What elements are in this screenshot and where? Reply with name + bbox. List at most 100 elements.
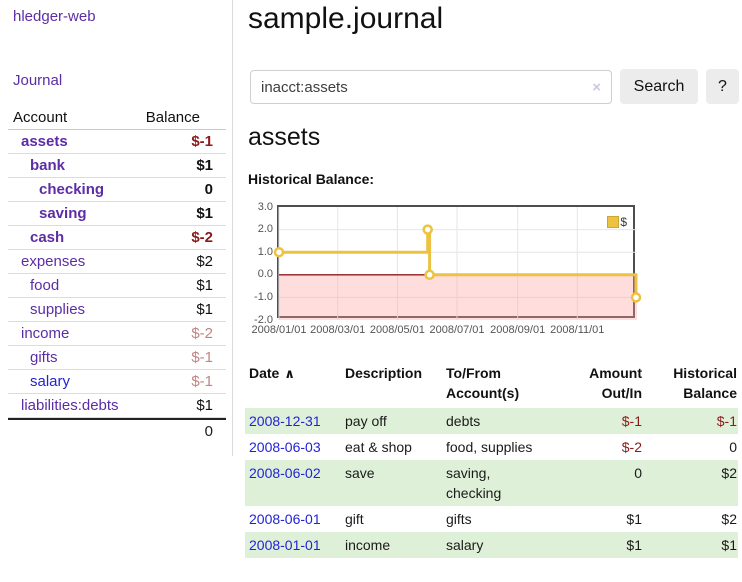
main-content: sample.journal × Search ? assets Histori… bbox=[245, 0, 742, 582]
account-heading: assets bbox=[248, 123, 321, 151]
account-row: expenses $2 bbox=[8, 250, 226, 274]
y-axis-label: -2.0 bbox=[254, 313, 273, 326]
account-balance: $1 bbox=[196, 205, 213, 222]
column-header-accounts: To/From Account(s) bbox=[446, 365, 520, 401]
column-header-amount: Amount Out/In bbox=[589, 365, 642, 401]
account-balance: $-2 bbox=[191, 229, 213, 246]
account-link-supplies[interactable]: supplies bbox=[30, 301, 86, 318]
account-balance: $1 bbox=[196, 157, 213, 174]
account-link-income[interactable]: income bbox=[21, 325, 70, 342]
x-axis-label: 2008/11/01 bbox=[550, 324, 605, 336]
chart-plot-area: $ bbox=[273, 205, 642, 320]
y-axis-label: -1.0 bbox=[254, 290, 273, 303]
account-link-food[interactable]: food bbox=[30, 277, 60, 294]
search-input[interactable] bbox=[251, 71, 611, 103]
legend-swatch-icon bbox=[607, 216, 620, 228]
sort-ascending-icon: ∧ bbox=[284, 366, 295, 381]
sidebar-item-journal[interactable]: Journal bbox=[13, 72, 63, 89]
transaction-date-link[interactable]: 2008-12-31 bbox=[249, 413, 321, 429]
register-cell-balance: $2 bbox=[721, 465, 737, 481]
x-axis-label: 2008/05/01 bbox=[369, 324, 425, 336]
x-axis-label: 2008/01/01 bbox=[251, 324, 307, 336]
account-row: gifts $-1 bbox=[8, 346, 226, 370]
chart-legend: $ bbox=[607, 215, 627, 229]
account-link-expenses[interactable]: expenses bbox=[21, 253, 86, 270]
register-cell-amount: $1 bbox=[626, 511, 642, 527]
account-link-salary[interactable]: salary bbox=[30, 373, 71, 390]
register-row: 2008-06-02 save saving, checking 0 $2 bbox=[245, 460, 738, 506]
account-link-liabilities-debts[interactable]: liabilities:debts bbox=[21, 397, 119, 414]
account-row: saving $1 bbox=[8, 202, 226, 226]
sidebar: hledger-web Journal Account Balance asse… bbox=[0, 0, 232, 582]
accounts-total-value: 0 bbox=[204, 423, 213, 440]
register-cell-balance: $-1 bbox=[716, 413, 737, 429]
chart-canvas bbox=[273, 207, 642, 320]
x-axis-label: 2008/07/01 bbox=[429, 324, 485, 336]
page-title: sample.journal bbox=[248, 2, 444, 35]
register-cell-amount: $-2 bbox=[621, 439, 642, 455]
register-cell-date: 2008-01-01 bbox=[245, 532, 345, 558]
column-header-description: Description bbox=[345, 365, 423, 381]
account-balance: $-2 bbox=[191, 325, 213, 342]
account-row: salary $-1 bbox=[8, 370, 226, 394]
account-column-header: Account bbox=[13, 109, 68, 126]
register-header-row: Date ∧ Description To/From Account(s) Amo… bbox=[245, 362, 738, 408]
x-axis-label: 2008/09/01 bbox=[490, 324, 546, 336]
account-balance: $-1 bbox=[191, 133, 213, 150]
register-cell-description: save bbox=[345, 465, 375, 481]
account-link-cash[interactable]: cash bbox=[30, 229, 65, 246]
help-button[interactable]: ? bbox=[706, 69, 739, 104]
register-cell-description: gift bbox=[345, 511, 364, 527]
account-link-gifts[interactable]: gifts bbox=[30, 349, 58, 366]
clear-search-icon[interactable]: × bbox=[592, 79, 601, 96]
account-balance: $1 bbox=[196, 301, 213, 318]
y-axis-label: 0.0 bbox=[257, 268, 273, 281]
account-row: assets $-1 bbox=[8, 130, 226, 154]
search-form: × Search ? bbox=[248, 69, 742, 104]
y-axis-label: 2.0 bbox=[257, 223, 273, 236]
search-box: × bbox=[250, 70, 612, 104]
register-cell-description: pay off bbox=[345, 413, 387, 429]
search-button[interactable]: Search bbox=[620, 69, 698, 104]
account-link-assets[interactable]: assets bbox=[21, 133, 68, 150]
y-axis-label: 1.0 bbox=[257, 245, 273, 258]
transaction-date-link[interactable]: 2008-06-01 bbox=[249, 511, 321, 527]
account-link-checking[interactable]: checking bbox=[39, 181, 105, 198]
register-row: 2008-06-01 gift gifts $1 $2 bbox=[245, 506, 738, 532]
register-cell-date: 2008-06-03 bbox=[245, 434, 345, 460]
legend-label: $ bbox=[620, 215, 627, 229]
x-axis-label: 2008/03/01 bbox=[310, 324, 366, 336]
column-header-date[interactable]: Date ∧ bbox=[249, 365, 295, 381]
account-row: checking 0 bbox=[8, 178, 226, 202]
register-row: 2008-12-31 pay off debts $-1 $-1 bbox=[245, 408, 738, 434]
transaction-date-link[interactable]: 2008-06-02 bbox=[249, 465, 321, 481]
transaction-date-link[interactable]: 2008-06-03 bbox=[249, 439, 321, 455]
accounts-total-row: 0 bbox=[8, 418, 226, 444]
y-axis-label: 3.0 bbox=[257, 200, 273, 213]
register-row: 2008-06-03 eat & shop food, supplies $-2 0 bbox=[245, 434, 738, 460]
register-row: 2008-01-01 income salary $1 $1 bbox=[245, 532, 738, 558]
account-row: bank $1 bbox=[8, 154, 226, 178]
historical-balance-chart: $ 3.0 2.0 1.0 0.0 -1.0 -2.0 2008/01/01 2008/03/… bbox=[248, 197, 668, 345]
account-link-saving[interactable]: saving bbox=[39, 205, 87, 222]
register-cell-balance: $1 bbox=[721, 537, 737, 553]
register-cell-date: 2008-06-02 bbox=[245, 460, 345, 506]
column-header-balance: Historical Balance bbox=[673, 365, 737, 401]
register-cell-accounts: saving, checking bbox=[446, 465, 502, 501]
account-balance: $-1 bbox=[191, 349, 213, 366]
transaction-date-link[interactable]: 2008-01-01 bbox=[249, 537, 321, 553]
account-link-bank[interactable]: bank bbox=[30, 157, 66, 174]
account-balance: $-1 bbox=[191, 373, 213, 390]
accounts-table: Account Balance assets $-1 bank $1 checking 0… bbox=[8, 106, 226, 444]
register-cell-date: 2008-06-01 bbox=[245, 506, 345, 532]
account-balance: 0 bbox=[204, 181, 213, 198]
register-cell-accounts: debts bbox=[446, 413, 481, 429]
accounts-table-header: Account Balance bbox=[8, 106, 226, 130]
account-row: income $-2 bbox=[8, 322, 226, 346]
app-title-link[interactable]: hledger-web bbox=[13, 8, 96, 25]
register-cell-amount: $1 bbox=[626, 537, 642, 553]
sidebar-divider bbox=[232, 0, 233, 456]
account-row: food $1 bbox=[8, 274, 226, 298]
register-cell-accounts: gifts bbox=[446, 511, 472, 527]
